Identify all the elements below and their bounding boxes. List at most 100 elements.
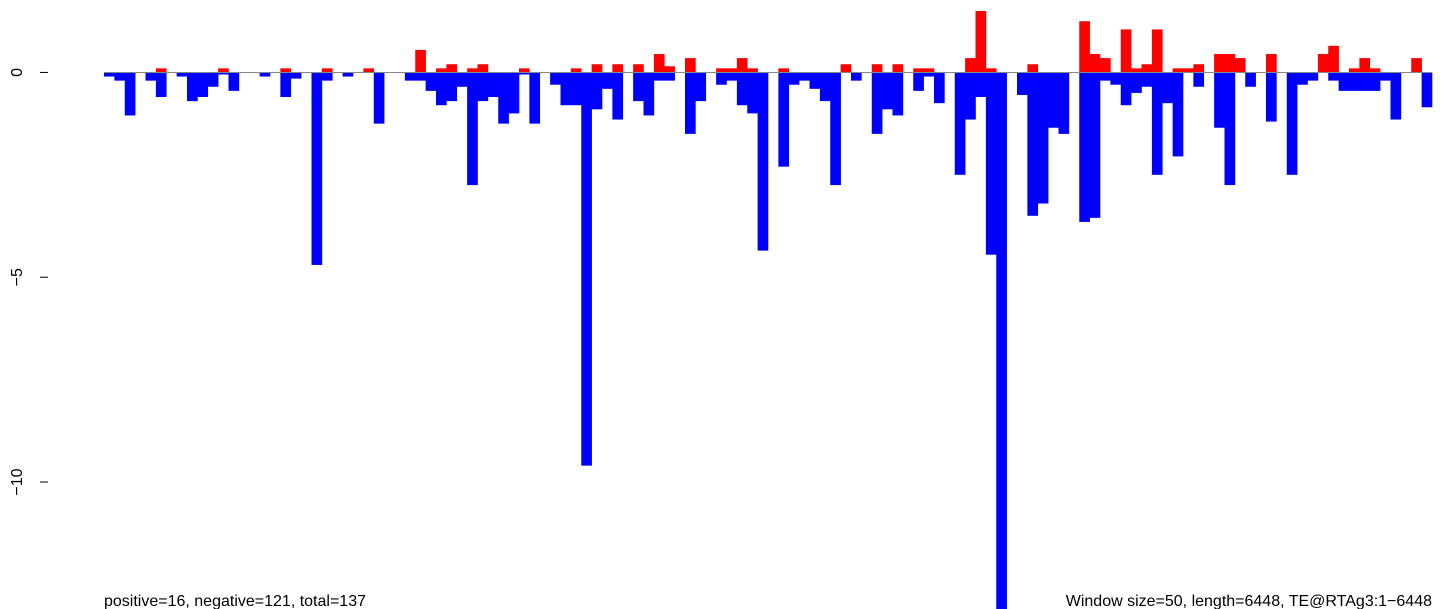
bar: [1317, 54, 1329, 73]
footnote-left: positive=16, negative=121, total=137: [104, 593, 366, 609]
bar: [311, 72, 323, 265]
bar: [1214, 54, 1225, 73]
bar: [124, 72, 136, 116]
bar: [404, 72, 416, 81]
bar: [716, 68, 727, 73]
bar: [218, 68, 229, 73]
bar: [477, 64, 489, 73]
bar: [757, 72, 769, 251]
bar: [1172, 72, 1184, 157]
bar: [1193, 72, 1205, 87]
bar: [633, 64, 644, 73]
bar: [954, 72, 966, 175]
bar: [1079, 72, 1090, 222]
bar: [664, 66, 675, 73]
bar: [736, 72, 748, 106]
bar: [1214, 72, 1225, 128]
bar: [1120, 29, 1132, 73]
bar: [1411, 58, 1422, 73]
bar: [913, 72, 924, 91]
bar: [550, 72, 561, 85]
bar: [321, 68, 333, 73]
bar: [840, 64, 852, 73]
bar: [477, 72, 489, 102]
bar: [1234, 58, 1246, 73]
bar: [1369, 72, 1381, 91]
bar: [799, 72, 810, 81]
bar: [882, 72, 893, 110]
bar: [965, 58, 976, 73]
bar: [871, 64, 883, 73]
bar: [1193, 64, 1205, 73]
bar: [1120, 72, 1132, 106]
bar: [1421, 72, 1433, 108]
bar: [1079, 21, 1090, 73]
bar: [778, 72, 790, 167]
bar: [1359, 72, 1371, 91]
bar: [570, 72, 582, 106]
bar: [1162, 72, 1173, 104]
bar: [726, 68, 738, 73]
bar: [197, 72, 209, 98]
bar: [446, 64, 458, 73]
bar: [1286, 72, 1298, 175]
bar: [415, 72, 426, 81]
bar: [1037, 72, 1049, 204]
bar: [436, 68, 447, 73]
bar: [1151, 29, 1163, 73]
bar: [1338, 72, 1350, 91]
bar: [602, 72, 613, 89]
bar: [975, 72, 987, 98]
bar: [591, 64, 603, 73]
bar: [207, 72, 219, 87]
bar: [1380, 72, 1391, 81]
bar: [1390, 72, 1402, 120]
bar: [985, 72, 997, 255]
footnote-right: Window size=50, length=6448, TE@RTAg3:1−…: [1066, 593, 1432, 609]
bar: [633, 72, 644, 102]
bar: [321, 72, 333, 81]
bar: [965, 72, 976, 120]
bar: [685, 72, 696, 134]
bar: [1131, 72, 1142, 93]
bar: [228, 72, 240, 91]
bar: [425, 72, 437, 91]
bar: [819, 72, 831, 102]
bar: [570, 68, 582, 73]
bar: [913, 68, 924, 73]
bar: [1224, 54, 1236, 73]
bar: [1307, 72, 1319, 81]
bar: [788, 72, 800, 85]
bar: [529, 72, 541, 124]
bar: [1048, 72, 1059, 128]
bar: [498, 72, 509, 124]
bar: [560, 72, 572, 106]
bar: [892, 64, 904, 73]
bar: [155, 72, 167, 98]
bar: [1017, 72, 1028, 95]
bar: [1266, 72, 1277, 122]
bar: [1089, 54, 1101, 73]
bar: [996, 72, 1007, 609]
bar: [716, 72, 727, 85]
bar: [871, 72, 883, 134]
bar: [747, 72, 758, 114]
bar: [280, 68, 292, 73]
bar: [1089, 72, 1101, 218]
y-tick-label: −5: [9, 268, 26, 286]
bar: [1359, 58, 1371, 73]
bar: [1224, 72, 1236, 186]
bar: [1328, 72, 1339, 81]
bar: [934, 72, 945, 104]
bar: [415, 49, 426, 73]
bar: [985, 68, 997, 73]
bar: [923, 68, 935, 73]
bar: [1245, 72, 1256, 87]
bar: [591, 72, 603, 110]
y-tick-label: 0: [9, 68, 26, 77]
bar: [1349, 68, 1360, 73]
bar: [1151, 72, 1163, 175]
bar: [467, 72, 478, 186]
bar: [519, 72, 530, 75]
